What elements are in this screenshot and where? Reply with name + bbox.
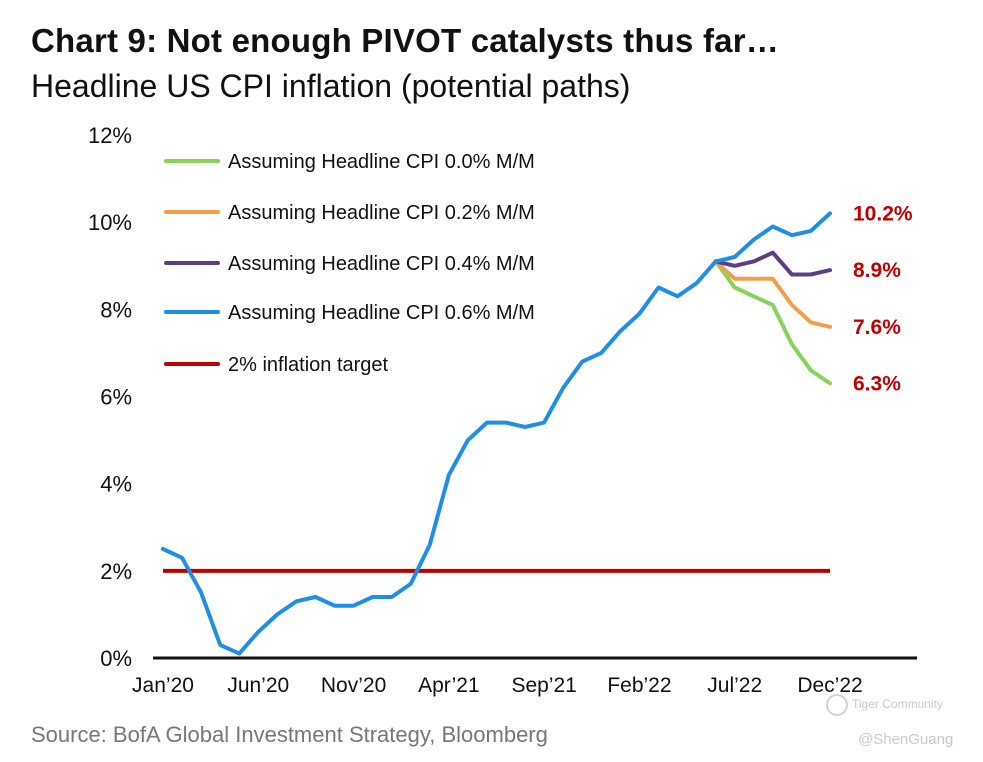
- x-tick-label: Apr’21: [418, 674, 479, 697]
- series-line-3: [713, 211, 832, 264]
- x-tick-label: Sep’21: [511, 674, 576, 697]
- x-tick-label: Nov’20: [321, 674, 386, 697]
- watermark-community: Tiger Community: [826, 694, 943, 716]
- x-tick-label: Jul’22: [707, 674, 762, 697]
- end-label: 8.9%: [853, 259, 901, 282]
- legend: Assuming Headline CPI 0.0% M/M Assuming H…: [164, 151, 535, 376]
- series-line-0: [713, 259, 832, 386]
- historical-line: [161, 259, 718, 656]
- x-tick-label: Feb’22: [607, 674, 671, 697]
- legend-label: Assuming Headline CPI 0.6% M/M: [228, 302, 535, 324]
- y-tick-label: 8%: [100, 297, 132, 322]
- y-tick-label: 6%: [100, 385, 132, 410]
- y-tick-label: 4%: [100, 472, 132, 497]
- watermark-community-text: Tiger Community: [852, 697, 943, 712]
- end-labels: 6.3% 7.6% 8.9% 10.2%: [853, 202, 913, 395]
- y-tick-label: 0%: [100, 646, 132, 671]
- y-axis-ticks: 0% 2% 4% 6% 8% 10% 12%: [88, 123, 132, 671]
- end-label: 7.6%: [853, 316, 901, 339]
- x-tick-label: Jan’20: [132, 674, 194, 697]
- x-tick-label: Jun’20: [227, 674, 289, 697]
- legend-label: Assuming Headline CPI 0.0% M/M: [228, 151, 535, 173]
- y-tick-label: 2%: [100, 559, 132, 584]
- series-line-1: [713, 259, 832, 329]
- x-tick-label: Dec’22: [797, 674, 862, 697]
- legend-label: Assuming Headline CPI 0.4% M/M: [228, 253, 535, 275]
- watermark-handle: @ShenGuang: [858, 731, 954, 748]
- legend-label: Assuming Headline CPI 0.2% M/M: [228, 202, 535, 224]
- source-note: Source: BofA Global Investment Strategy,…: [31, 722, 548, 747]
- x-axis-ticks: Jan’20 Jun’20 Nov’20 Apr’21 Sep’21 Feb’22 Jul’…: [132, 674, 863, 697]
- y-tick-label: 12%: [88, 123, 132, 148]
- end-label: 6.3%: [853, 372, 901, 395]
- series-line-2: [713, 250, 832, 277]
- tiger-logo-icon: [826, 694, 848, 716]
- legend-label: 2% inflation target: [228, 354, 389, 376]
- series-lines: [161, 211, 832, 656]
- chart-subtitle: Headline US CPI inflation (potential pat…: [31, 68, 631, 104]
- chart-title: Chart 9: Not enough PIVOT catalysts thus…: [31, 22, 779, 59]
- end-label: 10.2%: [853, 202, 913, 225]
- y-tick-label: 10%: [88, 210, 132, 235]
